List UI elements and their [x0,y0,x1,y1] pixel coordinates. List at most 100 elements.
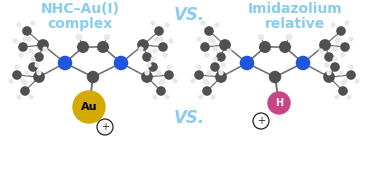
Point [156,72,162,75]
Point [342,80,348,82]
Point [318,50,324,52]
Point [12,40,18,42]
Point [26,38,32,40]
Point [30,66,36,68]
Point [8,80,14,82]
Point [36,56,42,58]
Point [326,56,332,58]
Point [198,96,204,98]
Point [140,44,146,46]
Point [210,96,216,98]
Point [344,22,350,24]
Point [158,82,164,84]
Point [206,72,212,75]
Point [62,62,68,64]
Point [348,38,354,40]
Point [208,38,214,40]
Point [218,56,224,58]
Point [338,30,344,32]
Point [200,22,206,24]
Point [90,76,96,78]
Point [214,24,220,26]
Point [22,82,28,84]
Point [118,62,124,64]
Point [340,54,346,57]
Point [212,66,218,68]
Point [14,74,20,76]
Point [348,66,354,68]
Text: VS.: VS. [174,109,204,127]
Point [24,72,30,75]
Point [204,90,210,93]
Point [160,46,166,48]
Point [152,50,158,52]
Point [202,46,208,48]
Point [100,46,106,48]
Point [196,66,202,68]
Point [30,58,36,60]
Point [168,40,174,42]
Point [20,46,26,48]
Point [196,74,202,76]
Point [222,44,228,46]
Point [40,44,46,46]
Point [218,72,224,75]
Point [154,38,160,40]
Point [336,38,342,40]
Text: Imidazolium: Imidazolium [248,2,342,16]
Point [16,24,22,26]
Point [226,50,232,52]
Point [334,96,340,98]
Point [30,22,36,24]
Point [162,54,168,57]
Point [196,38,202,40]
Point [212,58,218,60]
Point [172,80,178,82]
Point [22,90,28,93]
Point [322,44,328,46]
Point [42,48,48,50]
Point [326,76,332,78]
Circle shape [268,92,290,114]
Point [354,80,360,82]
Point [332,48,338,50]
Point [272,76,278,78]
Point [218,76,224,78]
Point [152,96,158,98]
Point [204,54,210,57]
Point [14,66,20,68]
Point [144,76,150,78]
Point [262,46,268,48]
Point [36,72,42,75]
Text: VS.: VS. [174,6,204,24]
Point [204,82,210,84]
Point [150,58,156,60]
Point [340,90,346,93]
Point [342,46,348,48]
Point [258,36,264,39]
Point [160,80,166,82]
Point [144,72,150,75]
Point [220,64,226,66]
Point [334,40,340,42]
Point [18,54,24,57]
Point [36,76,42,78]
Point [348,74,354,76]
Text: H: H [275,98,283,108]
Point [24,30,30,32]
Point [158,38,164,40]
Point [156,30,162,32]
Point [144,56,150,58]
Point [146,64,152,66]
Point [324,64,330,66]
Text: complex: complex [47,17,113,31]
Point [206,30,212,32]
Point [340,82,346,84]
Point [28,96,34,98]
Text: +: + [101,122,109,132]
Point [300,62,306,64]
Point [202,80,208,82]
Text: +: + [257,116,265,126]
Point [164,96,170,98]
Point [150,22,156,24]
